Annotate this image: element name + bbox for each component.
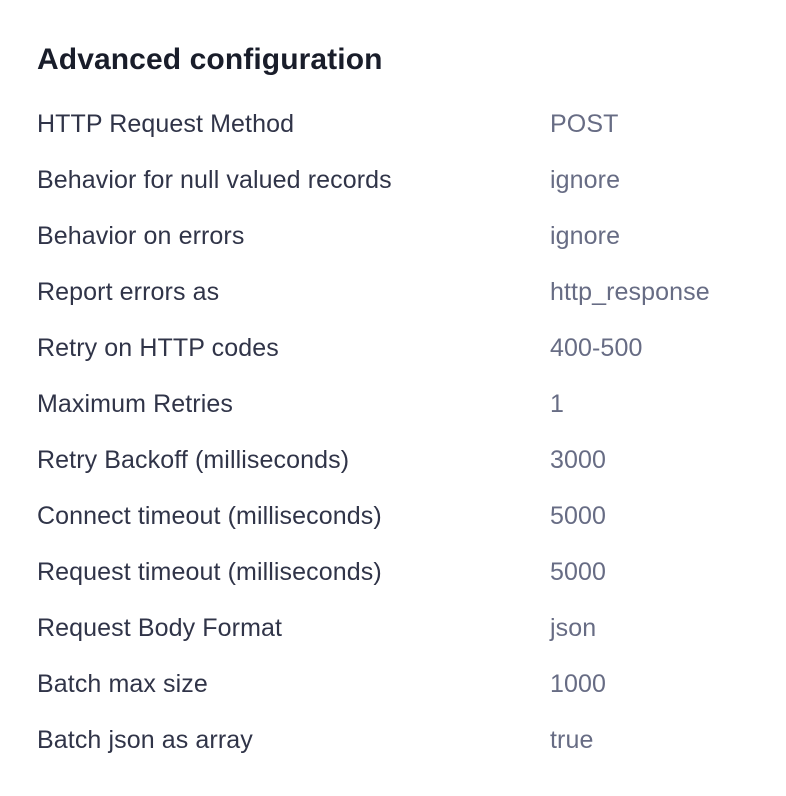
- config-row: HTTP Request Method POST: [37, 96, 756, 152]
- config-row: Report errors as http_response: [37, 264, 756, 320]
- config-label: Request timeout (milliseconds): [37, 557, 382, 586]
- config-value: 5000: [550, 501, 607, 530]
- config-value: json: [550, 613, 597, 642]
- config-row: Maximum Retries 1: [37, 376, 756, 432]
- config-value: 3000: [550, 445, 607, 474]
- config-label: Report errors as: [37, 277, 220, 306]
- config-row: Request timeout (milliseconds) 5000: [37, 544, 756, 600]
- config-label: HTTP Request Method: [37, 109, 295, 138]
- config-row: Retry on HTTP codes 400-500: [37, 320, 756, 376]
- page-title: Advanced configuration: [37, 43, 383, 76]
- config-value: ignore: [550, 221, 621, 250]
- config-row: Connect timeout (milliseconds) 5000: [37, 488, 756, 544]
- config-label: Connect timeout (milliseconds): [37, 501, 382, 530]
- config-value: POST: [550, 109, 619, 138]
- config-value: 1: [550, 389, 565, 418]
- config-row: Batch max size 1000: [37, 656, 756, 712]
- config-row: Batch json as array true: [37, 712, 756, 768]
- config-value: 1000: [550, 669, 607, 698]
- config-value: http_response: [550, 277, 710, 306]
- config-row: Retry Backoff (milliseconds) 3000: [37, 432, 756, 488]
- config-label: Batch json as array: [37, 725, 253, 754]
- config-value: 400-500: [550, 333, 643, 362]
- config-row: Behavior on errors ignore: [37, 208, 756, 264]
- config-list: HTTP Request Method POST Behavior for nu…: [37, 96, 756, 768]
- config-label: Maximum Retries: [37, 389, 233, 418]
- config-value: true: [550, 725, 594, 754]
- config-label: Behavior for null valued records: [37, 165, 392, 194]
- config-label: Retry on HTTP codes: [37, 333, 279, 362]
- config-row: Request Body Format json: [37, 600, 756, 656]
- config-label: Request Body Format: [37, 613, 283, 642]
- config-value: ignore: [550, 165, 621, 194]
- config-label: Retry Backoff (milliseconds): [37, 445, 350, 474]
- config-value: 5000: [550, 557, 607, 586]
- config-label: Batch max size: [37, 669, 208, 698]
- config-label: Behavior on errors: [37, 221, 245, 250]
- config-row: Behavior for null valued records ignore: [37, 152, 756, 208]
